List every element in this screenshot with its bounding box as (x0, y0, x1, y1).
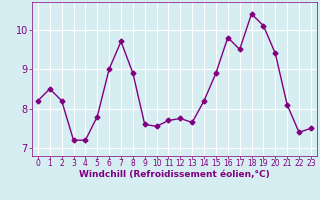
X-axis label: Windchill (Refroidissement éolien,°C): Windchill (Refroidissement éolien,°C) (79, 170, 270, 179)
